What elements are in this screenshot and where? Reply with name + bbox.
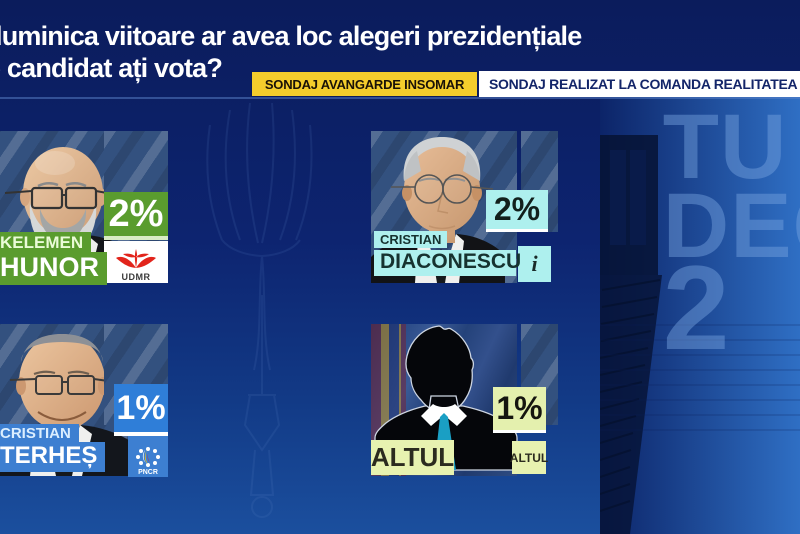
svg-text:PNCR: PNCR [138,469,158,476]
svg-text:UDMR: UDMR [122,272,151,282]
